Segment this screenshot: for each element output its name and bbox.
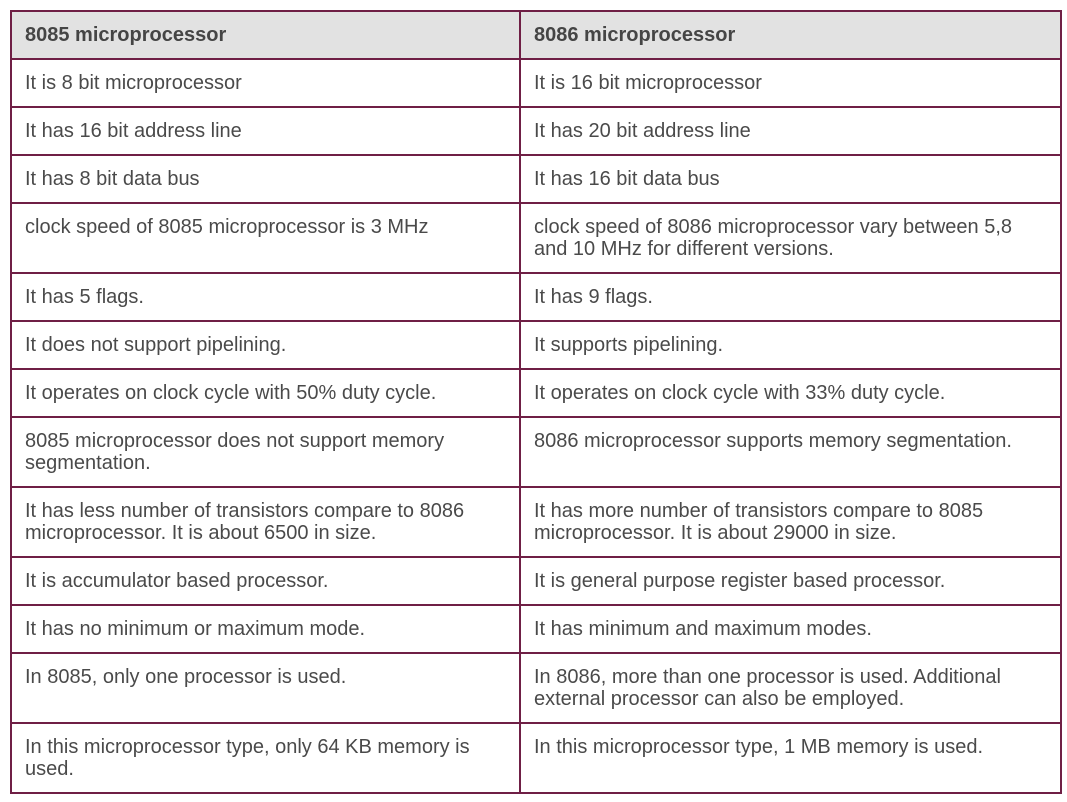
cell-8085: It operates on clock cycle with 50% duty… [10, 368, 521, 418]
header-8085: 8085 microprocessor [10, 10, 521, 60]
cell-8086: clock speed of 8086 microprocessor vary … [519, 202, 1062, 274]
cell-8086: It is general purpose register based pro… [519, 556, 1062, 606]
cell-8086: It operates on clock cycle with 33% duty… [519, 368, 1062, 418]
cell-8086: It has minimum and maximum modes. [519, 604, 1062, 654]
header-8086: 8086 microprocessor [519, 10, 1062, 60]
cell-8086: It supports pipelining. [519, 320, 1062, 370]
table-row: In this microprocessor type, only 64 KB … [10, 722, 1062, 794]
table-row: It is 8 bit microprocessor It is 16 bit … [10, 58, 1062, 108]
cell-8086: It has 20 bit address line [519, 106, 1062, 156]
table-row: It does not support pipelining. It suppo… [10, 320, 1062, 370]
table-header-row: 8085 microprocessor 8086 microprocessor [10, 10, 1062, 60]
cell-8085: In this microprocessor type, only 64 KB … [10, 722, 521, 794]
cell-8085: 8085 microprocessor does not support mem… [10, 416, 521, 488]
cell-8085: clock speed of 8085 microprocessor is 3 … [10, 202, 521, 274]
table-row: It is accumulator based processor. It is… [10, 556, 1062, 606]
cell-8085: It is accumulator based processor. [10, 556, 521, 606]
table-row: It has less number of transistors compar… [10, 486, 1062, 558]
cell-8085: In 8085, only one processor is used. [10, 652, 521, 724]
comparison-table: 8085 microprocessor 8086 microprocessor … [10, 10, 1062, 794]
cell-8085: It has less number of transistors compar… [10, 486, 521, 558]
cell-8085: It is 8 bit microprocessor [10, 58, 521, 108]
cell-8086: 8086 microprocessor supports memory segm… [519, 416, 1062, 488]
cell-8086: It has 9 flags. [519, 272, 1062, 322]
cell-8085: It has 5 flags. [10, 272, 521, 322]
cell-8086: It is 16 bit microprocessor [519, 58, 1062, 108]
table-row: It has 8 bit data bus It has 16 bit data… [10, 154, 1062, 204]
table-row: It has no minimum or maximum mode. It ha… [10, 604, 1062, 654]
table-row: clock speed of 8085 microprocessor is 3 … [10, 202, 1062, 274]
cell-8086: It has 16 bit data bus [519, 154, 1062, 204]
comparison-table-container: 8085 microprocessor 8086 microprocessor … [10, 10, 1062, 794]
cell-8085: It has 8 bit data bus [10, 154, 521, 204]
table-row: In 8085, only one processor is used. In … [10, 652, 1062, 724]
cell-8085: It has no minimum or maximum mode. [10, 604, 521, 654]
cell-8085: It does not support pipelining. [10, 320, 521, 370]
table-row: It has 16 bit address line It has 20 bit… [10, 106, 1062, 156]
table-row: 8085 microprocessor does not support mem… [10, 416, 1062, 488]
cell-8086: In 8086, more than one processor is used… [519, 652, 1062, 724]
cell-8086: In this microprocessor type, 1 MB memory… [519, 722, 1062, 794]
table-row: It operates on clock cycle with 50% duty… [10, 368, 1062, 418]
table-row: It has 5 flags. It has 9 flags. [10, 272, 1062, 322]
cell-8086: It has more number of transistors compar… [519, 486, 1062, 558]
cell-8085: It has 16 bit address line [10, 106, 521, 156]
